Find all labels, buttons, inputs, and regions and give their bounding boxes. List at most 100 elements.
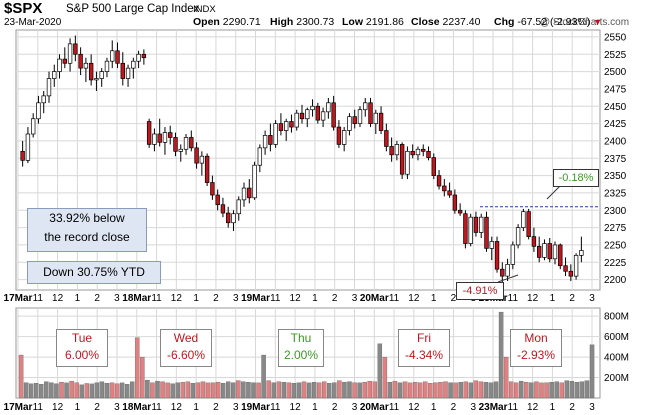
candle-body <box>236 199 241 215</box>
candle-body <box>189 137 194 149</box>
candle-body <box>521 211 526 228</box>
volume-bar <box>574 381 580 399</box>
volume-bar <box>534 381 539 399</box>
volume-bar <box>529 382 534 399</box>
volume-bar <box>311 381 317 399</box>
price-x-tick-label: 18Mar <box>122 293 151 304</box>
volume-bar <box>74 382 79 399</box>
price-frame <box>15 29 601 291</box>
volume-tick-label: 800M <box>604 312 629 323</box>
candle-body <box>120 62 125 79</box>
candle-body <box>57 58 62 72</box>
volume-bar <box>301 381 307 399</box>
candle-body <box>36 102 41 120</box>
volume-bar <box>175 382 180 399</box>
volume-x-tick-label: 17Mar <box>4 402 33 413</box>
ohlc-close: Close 2237.40 <box>411 16 481 28</box>
callout-top-pointer <box>546 185 561 200</box>
price-x-tick-label: 2 <box>569 293 575 304</box>
volume-bar <box>468 382 473 399</box>
volume-bar <box>508 381 514 399</box>
volume-x-tick-label: 1 <box>312 402 318 413</box>
volume-bar <box>352 382 357 399</box>
candle-body <box>373 112 378 124</box>
volume-bar <box>215 381 221 399</box>
volume-bar <box>251 382 256 399</box>
volume-bar <box>423 381 428 399</box>
price-tick-label: 2425 <box>604 119 627 130</box>
volume-bar <box>226 381 231 399</box>
volume-bars <box>18 311 595 399</box>
volume-tick-label: 200M <box>604 373 629 384</box>
price-x-tick-label: 1 <box>550 293 556 304</box>
volume-bar <box>488 382 494 399</box>
price-tick-label: 2400 <box>604 136 627 147</box>
volume-bar <box>564 380 569 399</box>
price-tick-label: 2250 <box>604 240 627 251</box>
volume-x-tick-label: 19Mar <box>241 402 270 413</box>
price-x-tick-label: 3 <box>233 293 239 304</box>
volume-bar <box>18 354 24 399</box>
volume-bar <box>200 381 206 399</box>
candle-body <box>146 121 152 145</box>
volume-bar <box>402 381 408 399</box>
ohlc-change: Chg -67.52 (-2.93%) ▼ <box>494 16 603 28</box>
candle-body <box>436 175 442 187</box>
down-triangle-icon: ▼ <box>593 17 603 27</box>
day-label: Mon <box>524 331 548 345</box>
volume-bar <box>438 381 443 399</box>
volume-bar <box>463 381 468 399</box>
volume-bar <box>337 380 342 399</box>
volume-x-tick-label: 1 <box>550 402 556 413</box>
copyright: @ StockCharts.com <box>540 17 630 28</box>
volume-bar <box>514 382 519 399</box>
volume-bar <box>276 381 281 399</box>
price-x-tick-label: 11 <box>33 293 44 304</box>
volume-x-tick-label: 3 <box>233 402 239 413</box>
candle-body <box>357 109 363 124</box>
price-tick-label: 2525 <box>604 50 627 61</box>
candle-body <box>283 121 289 131</box>
candle-body <box>231 213 236 224</box>
price-tick-label: 2275 <box>604 223 627 234</box>
volume-x-tick-label: 12 <box>171 402 183 413</box>
volume-bar <box>266 380 271 399</box>
volume-bar <box>418 382 423 399</box>
volume-bar <box>195 382 201 399</box>
volume-bar <box>109 382 115 399</box>
price-x-tick-label: 20Mar <box>360 293 389 304</box>
volume-bar <box>281 381 287 399</box>
candle-body <box>252 164 257 199</box>
volume-bar <box>503 356 509 399</box>
candle-body <box>20 150 25 161</box>
callout-bottom-text: -4.91% <box>462 285 498 297</box>
volume-x-tick-label: 3 <box>589 402 595 413</box>
volume-bar <box>554 381 559 399</box>
candle-body <box>178 148 183 152</box>
volume-bar <box>69 380 74 399</box>
volume-bar <box>59 381 64 399</box>
candle-body <box>510 244 516 265</box>
volume-bar <box>130 381 135 399</box>
candle-body <box>215 194 220 206</box>
volume-bar <box>79 384 84 399</box>
volume-bar <box>170 383 175 399</box>
candle-body <box>257 147 263 166</box>
volume-bar <box>544 382 549 399</box>
volume-bar <box>342 381 347 399</box>
volume-bar <box>377 343 383 399</box>
candle-body <box>199 155 205 164</box>
candle-body <box>457 209 463 214</box>
volume-bar <box>140 356 145 399</box>
candle-body <box>405 150 410 175</box>
price-tick-label: 2200 <box>604 275 627 286</box>
candle-body <box>162 132 168 143</box>
volume-x-tick-label: 11 <box>508 402 519 413</box>
price-x-tick-label: 1 <box>193 293 199 304</box>
volume-bar <box>316 382 322 399</box>
price-x-tick-label: 17Mar <box>4 293 33 304</box>
volume-bar <box>185 381 191 399</box>
volume-bar <box>39 384 44 399</box>
ohlc-high: High 2300.73 <box>270 16 335 28</box>
volume-bar <box>584 380 590 399</box>
